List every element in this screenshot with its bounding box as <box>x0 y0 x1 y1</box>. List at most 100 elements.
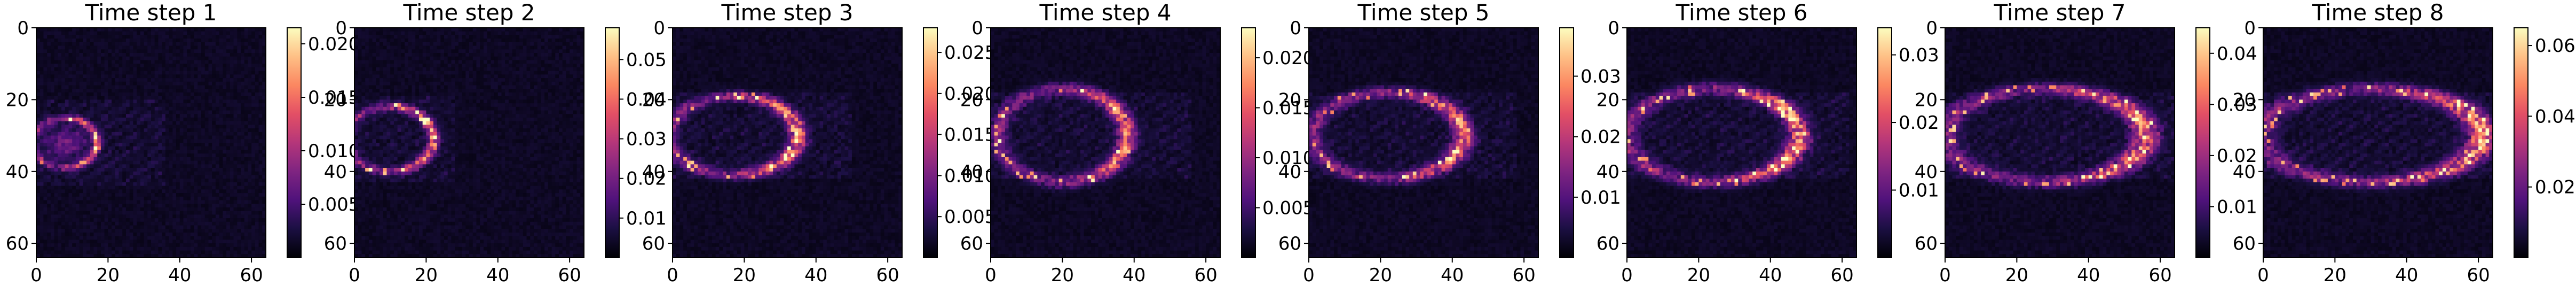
heatmap-cell <box>65 186 69 190</box>
heatmap-cell <box>533 28 538 32</box>
heatmap-cell <box>104 128 108 133</box>
heatmap-cell <box>72 53 76 57</box>
heatmap-cell <box>61 67 66 72</box>
heatmap-cell <box>418 64 423 68</box>
heatmap-cell <box>72 42 76 47</box>
heatmap-cell <box>147 74 152 79</box>
heatmap-cell <box>129 132 133 136</box>
heatmap-cell <box>122 74 127 79</box>
heatmap-cell <box>251 121 256 125</box>
heatmap-cell <box>187 49 191 53</box>
heatmap-cell <box>83 125 87 129</box>
heatmap-cell <box>100 31 105 35</box>
heatmap-cell <box>176 53 180 57</box>
heatmap-cell <box>418 56 423 60</box>
heatmap-cell <box>187 232 191 237</box>
heatmap-cell <box>147 81 152 86</box>
heatmap-cell <box>372 56 376 60</box>
heatmap-cell <box>512 71 516 75</box>
heatmap-cell <box>458 45 463 50</box>
heatmap-cell <box>36 153 41 158</box>
heatmap-cell <box>72 236 76 240</box>
heatmap-cell <box>361 28 366 32</box>
heatmap-cell <box>497 64 502 68</box>
heatmap-cell <box>230 35 234 39</box>
heatmap-cell <box>258 196 263 200</box>
heatmap-cell <box>144 71 148 75</box>
heatmap-cell <box>97 221 101 226</box>
heatmap-cell <box>61 250 66 254</box>
heatmap-cell <box>472 38 477 43</box>
heatmap-cell <box>90 214 94 219</box>
heatmap-cell <box>487 74 491 79</box>
heatmap-cell <box>104 232 108 237</box>
heatmap-cell <box>43 53 48 57</box>
heatmap-cell <box>440 45 445 50</box>
heatmap-cell <box>244 225 248 229</box>
heatmap-cell <box>401 31 405 35</box>
heatmap-cell <box>112 42 116 47</box>
heatmap-cell <box>43 160 48 165</box>
heatmap-cell <box>248 218 252 222</box>
heatmap-cell <box>118 168 123 172</box>
heatmap-cell <box>47 110 51 114</box>
heatmap-cell <box>190 196 195 200</box>
heatmap-cell <box>93 110 98 114</box>
heatmap-cell <box>61 236 66 240</box>
heatmap-cell <box>162 246 166 251</box>
heatmap-cell <box>190 182 195 187</box>
heatmap-cell <box>43 236 48 240</box>
heatmap-cell <box>90 157 94 161</box>
heatmap-cell <box>215 160 220 165</box>
heatmap-cell <box>558 31 563 35</box>
heatmap-cell <box>201 243 206 248</box>
heatmap-cell <box>179 114 184 118</box>
heatmap-cell <box>140 153 145 158</box>
heatmap-cell <box>219 81 223 86</box>
heatmap-cell <box>122 110 127 114</box>
colorbar-tick-label: 0.015 <box>308 87 360 109</box>
heatmap-cell <box>226 246 231 251</box>
heatmap-cell <box>251 81 256 86</box>
heatmap-cell <box>437 49 441 53</box>
heatmap-cell <box>118 56 123 60</box>
heatmap-cell <box>97 110 101 114</box>
heatmap-cell <box>172 42 177 47</box>
heatmap-cell <box>172 74 177 79</box>
heatmap-cell <box>187 117 191 122</box>
heatmap-cell <box>223 150 227 154</box>
heatmap-cell <box>147 114 152 118</box>
heatmap-cell <box>169 193 173 197</box>
heatmap-cell <box>54 56 58 60</box>
heatmap-cell <box>79 214 83 219</box>
heatmap-cell <box>472 35 477 39</box>
heatmap-cell <box>68 164 73 168</box>
heatmap-cell <box>354 42 359 47</box>
heatmap-cell <box>79 132 83 136</box>
heatmap-cell <box>505 56 509 60</box>
heatmap-cell <box>115 150 120 154</box>
heatmap-cell <box>47 106 51 111</box>
heatmap-cell <box>258 221 263 226</box>
heatmap-cell <box>104 89 108 93</box>
heatmap-cell <box>237 254 241 258</box>
heatmap-cell <box>487 64 491 68</box>
heatmap-cell <box>112 240 116 244</box>
heatmap-cell <box>151 117 155 122</box>
heatmap-cell <box>190 218 195 222</box>
heatmap-cell <box>233 196 238 200</box>
heatmap-cell <box>39 31 44 35</box>
heatmap-cell <box>108 204 112 208</box>
heatmap-cell <box>223 78 227 82</box>
heatmap-cell <box>61 243 66 248</box>
heatmap-cell <box>115 160 120 165</box>
heatmap-cell <box>248 45 252 50</box>
heatmap-cell <box>226 236 231 240</box>
heatmap-cell <box>140 106 145 111</box>
heatmap-cell <box>255 67 259 72</box>
heatmap-cell <box>183 236 187 240</box>
heatmap-cell <box>376 60 380 64</box>
heatmap-cell <box>61 189 66 194</box>
heatmap-cell <box>215 92 220 97</box>
heatmap-cell <box>176 164 180 168</box>
